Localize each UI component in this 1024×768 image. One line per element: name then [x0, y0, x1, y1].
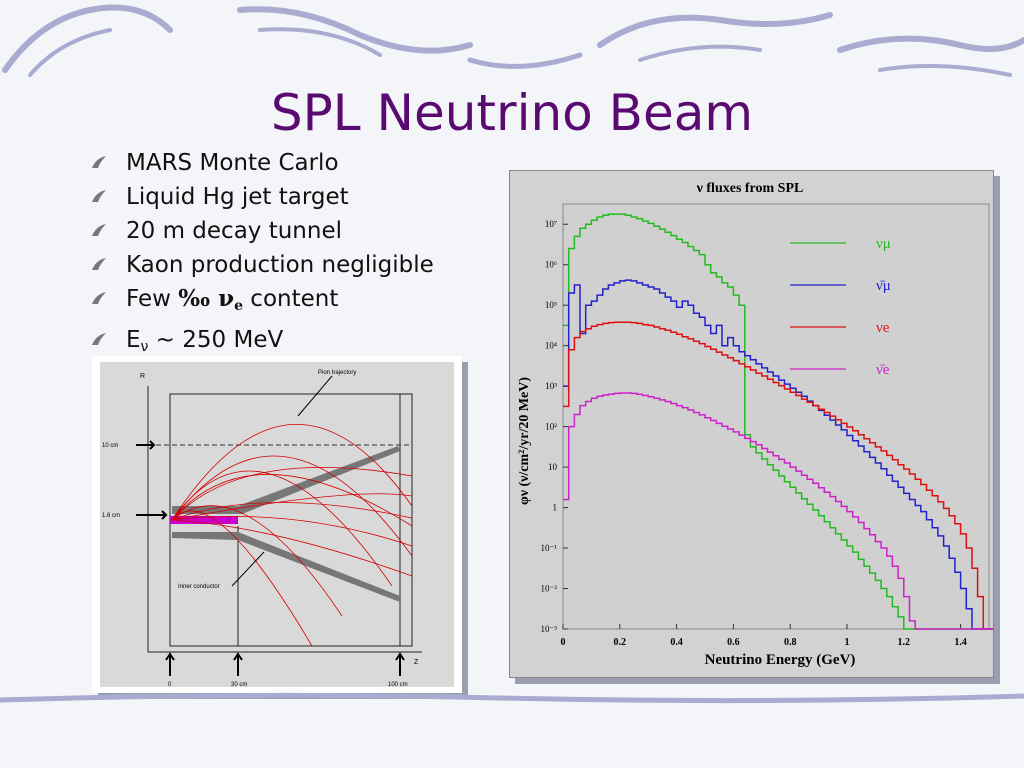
y-tick-label: 10⁻³: [541, 624, 558, 634]
flux-chart: ν fluxes from SPL Neutrino Energy (GeV) …: [515, 176, 995, 668]
bullet-text: ~ 250 MeV: [148, 327, 284, 353]
series-line: [563, 279, 995, 630]
plot-area: [562, 203, 990, 630]
bullet-icon: [92, 156, 106, 168]
bullet-item: Eν ~ 250 MeV: [90, 323, 434, 364]
bullet-subscript: ν: [140, 339, 149, 355]
y-tick-label: 10⁵: [545, 300, 557, 310]
r-axis-label: R: [140, 373, 145, 380]
y-tick-label: 10⁴: [545, 341, 557, 351]
series-line: [563, 213, 995, 630]
bullet-icon: [92, 333, 106, 345]
y-tick-label: 10: [548, 462, 558, 472]
label-z-0: 0: [168, 682, 172, 688]
bullet-text: Liquid Hg jet target: [126, 184, 349, 210]
decorative-footer-stroke: [0, 692, 1024, 704]
bullet-item: Few ‰ νe content: [90, 282, 434, 323]
bullet-text: Few: [126, 286, 179, 312]
x-tick-label: 0.6: [727, 637, 740, 648]
x-tick-label: 1.4: [954, 637, 967, 648]
y-tick-label: 10⁻¹: [541, 543, 558, 553]
y-tick-label: 10³: [545, 381, 557, 391]
bullet-text: Kaon production negligible: [126, 252, 434, 278]
bullet-item: 20 m decay tunnel: [90, 214, 434, 248]
flux-chart-panel: ν fluxes from SPL Neutrino Energy (GeV) …: [509, 170, 995, 678]
pion-trajectories: [171, 424, 413, 647]
legend-label: νμ: [876, 236, 891, 252]
y-tick-label: 1: [553, 503, 558, 513]
label-z-100: 100 cm: [388, 682, 408, 688]
arrow-z-100: [395, 652, 405, 676]
bullet-text: 20 m decay tunnel: [126, 218, 342, 244]
arrow-z-30: [233, 652, 243, 676]
bullet-item: Liquid Hg jet target: [90, 180, 434, 214]
y-tick-label: 10⁷: [545, 219, 557, 229]
bullet-icon: [92, 258, 106, 270]
x-tick-label: 0: [561, 637, 566, 648]
bullet-text: E: [126, 327, 141, 353]
label-pion-trajectory: Pion trajectory: [318, 370, 356, 376]
bullet-text: content: [243, 286, 339, 312]
horn-diagram: R Z 10 cm 1.6 cm Pion traje: [100, 362, 454, 688]
label-inner-conductor: Inner conductor: [178, 584, 220, 590]
bullet-icon: [92, 224, 106, 236]
bullet-icon: [92, 190, 106, 202]
legend-label: ν̄e: [876, 362, 890, 378]
chart-title: ν fluxes from SPL: [696, 181, 804, 196]
bullet-text: MARS Monte Carlo: [126, 150, 339, 176]
y-axis-label: φν (ν/cm²/yr/20 MeV): [517, 377, 532, 505]
z-axis-label: Z: [414, 659, 419, 666]
bullet-list: MARS Monte Carlo Liquid Hg jet target 20…: [90, 146, 434, 364]
y-tick-label: 10⁶: [545, 260, 557, 270]
label-1-6cm: 1.6 cm: [102, 513, 120, 519]
bullet-symbol: ‰ ν: [178, 285, 235, 312]
legend-label: νe: [876, 320, 890, 336]
slide-title: SPL Neutrino Beam: [270, 84, 754, 142]
decorative-header-strokes: [2, 4, 1024, 77]
x-tick-label: 1.2: [898, 637, 911, 648]
horn-diagram-panel: R Z 10 cm 1.6 cm Pion traje: [92, 356, 462, 693]
arrow-z-0: [165, 652, 175, 676]
x-tick-label: 0.2: [614, 637, 627, 648]
x-axis-label: Neutrino Energy (GeV): [705, 652, 856, 668]
x-tick-label: 1: [845, 637, 850, 648]
series-line: [563, 321, 995, 630]
series-line: [563, 392, 995, 630]
bullet-item: Kaon production negligible: [90, 248, 434, 282]
label-z-30: 30 cm: [231, 682, 247, 688]
bullet-subscript: e: [234, 298, 243, 314]
arrow-1-6cm: [136, 510, 168, 520]
bullet-item: MARS Monte Carlo: [90, 146, 434, 180]
x-tick-label: 0.8: [784, 637, 797, 648]
legend-label: ν̄μ: [876, 278, 891, 294]
arrow-10cm: [136, 440, 156, 450]
label-10cm: 10 cm: [102, 443, 118, 449]
y-tick-label: 10²: [545, 422, 557, 432]
x-tick-label: 0.4: [670, 637, 683, 648]
hg-target: [170, 516, 238, 524]
y-tick-label: 10⁻²: [541, 584, 558, 594]
outer-conductor: [172, 446, 400, 514]
bullet-icon: [92, 292, 106, 304]
